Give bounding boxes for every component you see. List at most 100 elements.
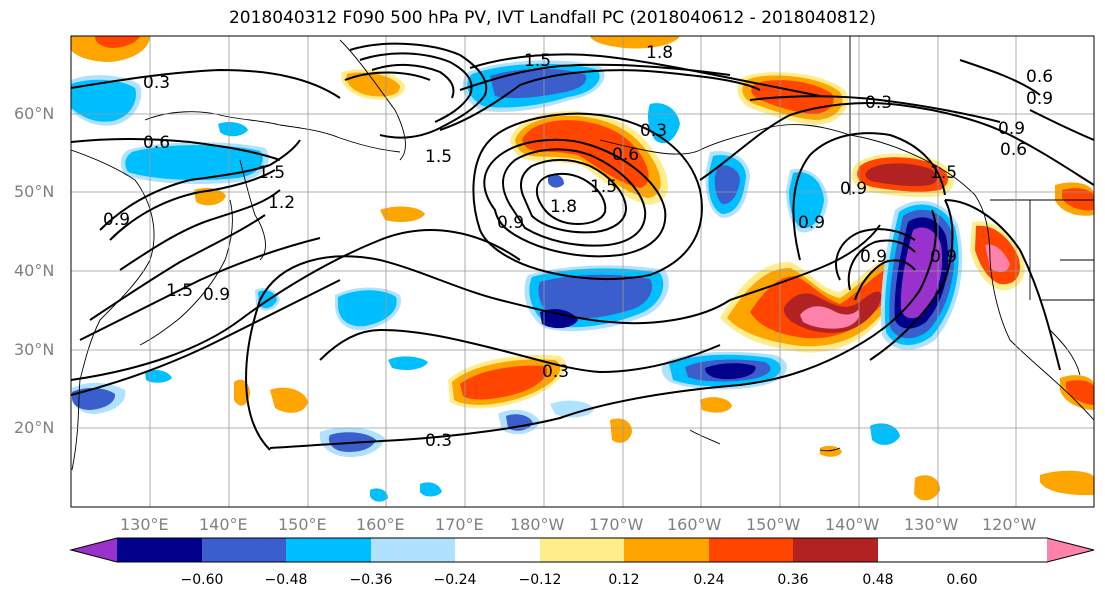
anomaly-negative — [714, 165, 740, 205]
anomaly-negative — [370, 488, 388, 502]
contour-label: 0.6 — [1000, 140, 1027, 160]
colorbar-cell — [709, 538, 793, 562]
anomaly-positive — [865, 163, 938, 187]
contour-label: 1.2 — [268, 193, 295, 213]
colorbar-cell — [793, 538, 878, 562]
colorbar-tick-label: 0.36 — [777, 572, 809, 588]
contour-label: 1.5 — [930, 163, 957, 183]
lon-label: 170°E — [435, 515, 484, 534]
colorbar-cell — [371, 538, 455, 562]
lon-label: 140°W — [825, 515, 880, 534]
contour-label: 0.9 — [860, 247, 887, 267]
anomaly-positive — [270, 387, 308, 413]
colorbar-cell — [202, 538, 286, 562]
anomaly-positive — [820, 445, 842, 457]
map-title: 2018040312 F090 500 hPa PV, IVT Landfall… — [228, 8, 876, 28]
pv-contours — [71, 42, 1094, 451]
contour-label: 0.3 — [640, 121, 667, 141]
colorbar-extend-max — [1047, 538, 1094, 562]
anomaly-positive — [346, 72, 400, 97]
colorbar-cell — [540, 538, 624, 562]
anomaly-negative — [420, 482, 442, 497]
contour-label: 0.3 — [542, 362, 569, 382]
contour-label: 1.5 — [590, 177, 617, 197]
contour-label: 0.9 — [930, 247, 957, 267]
contour-label: 0.6 — [612, 145, 639, 165]
lat-label: 60°N — [14, 104, 55, 123]
contour-label: 0.9 — [1026, 89, 1053, 109]
anomaly-negative — [145, 370, 172, 383]
anomaly-negative — [870, 423, 900, 445]
contour-label: 1.5 — [166, 281, 193, 301]
anomaly-negative — [506, 414, 533, 431]
contour-label: 0.9 — [103, 210, 130, 230]
colorbar-cell — [286, 538, 371, 562]
contour-label: 0.9 — [998, 119, 1025, 139]
map-frame — [70, 35, 1095, 508]
contour-label: 0.6 — [1026, 67, 1053, 87]
contour-label: 0.3 — [143, 73, 170, 93]
contour-label: 0.6 — [143, 133, 170, 153]
colorbar-tick-label: −0.48 — [264, 572, 308, 588]
anomaly-positive — [914, 475, 940, 501]
anomaly-negative — [550, 400, 594, 418]
contour-labels: 0.3 1.5 1.8 0.6 1.5 1.2 0.9 1.5 0.9 0.3 … — [103, 43, 1053, 451]
colorbar-tick-label: 0.60 — [946, 572, 978, 588]
anomaly-negative — [338, 290, 397, 327]
anomaly-positive — [610, 418, 632, 443]
lon-label: 150°E — [278, 515, 327, 534]
lat-label: 30°N — [14, 340, 55, 359]
colorbar-tick-label: 0.12 — [608, 572, 640, 588]
anomaly-negative — [71, 79, 137, 122]
contour-label: 0.9 — [203, 285, 230, 305]
colorbar-outline — [69, 537, 1095, 563]
anomaly-negative — [72, 388, 116, 410]
contour-label: 0.3 — [425, 431, 452, 451]
colorbar-tick-label: 0.24 — [693, 572, 725, 588]
anomaly-positive — [590, 36, 680, 49]
colorbar-extend-min — [71, 538, 117, 562]
lon-label: 150°W — [746, 515, 801, 534]
coastlines — [71, 36, 1094, 471]
anomaly-negative — [540, 309, 578, 329]
anomaly-positive — [700, 397, 732, 413]
anomaly-negative — [490, 68, 587, 99]
lon-label: 160°E — [356, 515, 405, 534]
anomaly-negative — [538, 274, 652, 320]
lon-label: 120°W — [982, 515, 1037, 534]
anomaly-positive — [985, 244, 1010, 273]
graticule — [71, 36, 1094, 507]
lon-label: 140°E — [199, 515, 248, 534]
contour-label: 0.9 — [798, 213, 825, 233]
colorbar-tick-label: 0.48 — [862, 572, 894, 588]
anomaly-positive — [460, 365, 548, 400]
colorbar-tick-label: −0.60 — [180, 572, 224, 588]
colorbar-cell — [117, 538, 202, 562]
contour-label: 1.5 — [425, 147, 452, 167]
anomaly-negative — [388, 356, 428, 370]
colorbar-tick-label: −0.36 — [349, 572, 393, 588]
colorbar-cell — [624, 538, 709, 562]
lat-label: 40°N — [14, 261, 55, 280]
anomaly-negative — [125, 145, 263, 180]
anomaly-positive — [1062, 188, 1094, 211]
colorbar-cell — [455, 538, 540, 562]
contour-label: 1.8 — [550, 197, 577, 217]
anomaly-positive — [95, 36, 140, 48]
contour-label: 0.9 — [840, 179, 867, 199]
anomaly-negative — [900, 227, 943, 319]
contour-label: 1.5 — [258, 163, 285, 183]
anomaly-negative — [705, 363, 756, 380]
anomaly-negative — [789, 172, 824, 229]
colorbar — [69, 537, 1095, 563]
anomaly-negative — [548, 174, 564, 188]
anomaly-positive — [1040, 470, 1094, 496]
anomaly-positive — [800, 306, 860, 329]
lon-label: 180°W — [510, 515, 565, 534]
lat-label: 50°N — [14, 182, 55, 201]
anomaly-positive — [380, 206, 425, 222]
contour-label: 1.5 — [524, 51, 551, 71]
colorbar-tick-label: −0.12 — [518, 572, 562, 588]
lon-label: 160°W — [667, 515, 722, 534]
